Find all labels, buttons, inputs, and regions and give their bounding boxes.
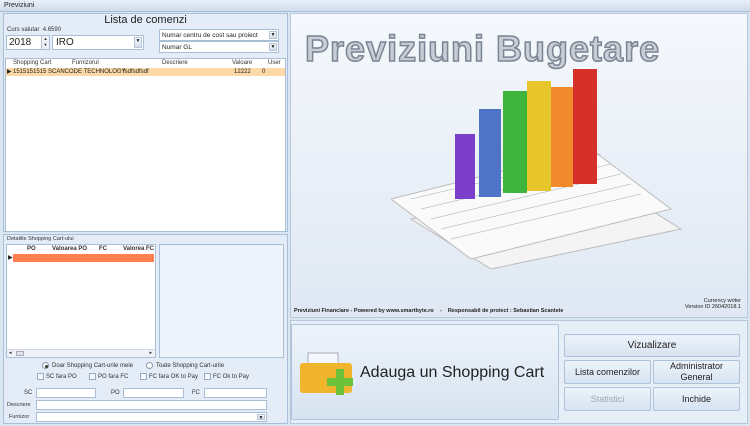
details-grid[interactable]: PO Valoarea PO FC Valorea FC ▶ ◂ ▸ — [6, 244, 156, 358]
bar-chart-illustration — [391, 69, 683, 269]
banner-area: Previziuni Bugetare Previziuni Financiar… — [290, 13, 748, 318]
vizualizare-button[interactable]: Vizualizare — [564, 334, 740, 357]
checkbox-label: PO fara FC — [98, 374, 129, 381]
col-furnizorul[interactable]: Furnizorul — [72, 60, 99, 66]
sc-label: SC — [24, 390, 33, 396]
chevron-down-icon[interactable]: ▼ — [134, 37, 142, 48]
col-valoare[interactable]: Valoare — [232, 60, 253, 66]
cost-center-value: Numar centru de cost sau proiect — [162, 32, 258, 39]
details-group: Detaliile Shopping Cart-ului PO Valoarea… — [3, 234, 288, 424]
checkbox-label: FC fara OK to Pay — [149, 374, 199, 381]
col-user[interactable]: User — [268, 60, 281, 66]
cell-furnizor: SCANCODE TECHNOLOGY — [48, 69, 126, 75]
currency-value: 4.6590 — [42, 27, 62, 33]
chevron-down-icon[interactable]: ▼ — [269, 43, 277, 51]
orders-panel: Lista de comenzi Curs valutar 4.6590 201… — [3, 13, 288, 232]
version-info: Currency writer Version ID 26042018.1 — [685, 298, 741, 310]
add-cart-label: Adauga un Shopping Cart — [360, 363, 545, 381]
horizontal-scrollbar[interactable]: ◂ ▸ — [7, 349, 155, 357]
chevron-down-icon[interactable]: ▼ — [269, 31, 277, 39]
company-value: IRO — [56, 37, 74, 48]
col-descriere[interactable]: Descriere — [162, 60, 188, 66]
row-pointer-icon: ▶ — [8, 255, 13, 261]
po-input[interactable] — [123, 388, 184, 398]
cell-valoare: 12222 — [234, 69, 251, 75]
radio-my-carts[interactable]: Doar Shopping Cart-urile mele — [42, 362, 133, 369]
checkbox-sc-fara-po[interactable]: SC fara PO — [37, 373, 77, 380]
stepper-arrows-icon[interactable]: ▲ ▼ — [41, 36, 49, 49]
details-preview-panel — [159, 244, 284, 358]
fc-input[interactable] — [204, 388, 267, 398]
checkbox-label: FC Ok to Pay — [213, 374, 250, 381]
scroll-thumb[interactable] — [16, 351, 24, 356]
gl-select[interactable]: Numar GL ▼ — [159, 41, 279, 53]
radio-checked-icon[interactable] — [42, 362, 49, 369]
add-shopping-cart-button[interactable]: Adauga un Shopping Cart — [291, 324, 559, 420]
currency-label: Curs valutar — [7, 27, 40, 33]
col-po[interactable]: PO — [27, 246, 36, 252]
company-select[interactable]: IRO ▼ — [52, 35, 144, 50]
po-label: PO — [111, 390, 120, 396]
administrator-general-button[interactable]: Administrator General — [653, 360, 740, 384]
row-pointer-icon: ▶ — [7, 69, 12, 75]
details-title: Detaliile Shopping Cart-ului — [7, 236, 74, 242]
checkbox-fc-fara-ok[interactable]: FC fara OK to Pay — [140, 373, 198, 380]
scroll-left-icon[interactable]: ◂ — [9, 350, 12, 356]
footer-credits: Previziuni Financiare - Powered by www.s… — [294, 308, 564, 314]
fc-label: FC — [192, 390, 200, 396]
statistici-button[interactable]: Statistici — [564, 387, 651, 411]
sc-input[interactable] — [36, 388, 96, 398]
orders-grid[interactable]: Shopping Cart Furnizorul Descriere Valoa… — [5, 58, 286, 232]
table-row[interactable] — [13, 254, 154, 262]
checkbox-fc-ok[interactable]: FC Ok to Pay — [204, 373, 249, 380]
page-title: Lista de comenzi — [104, 14, 187, 26]
banner-title: Previziuni Bugetare — [304, 27, 661, 70]
furnizor-select[interactable]: ▼ — [36, 412, 267, 422]
checkbox-icon[interactable] — [204, 373, 211, 380]
checkbox-icon[interactable] — [140, 373, 147, 380]
cost-center-select[interactable]: Numar centru de cost sau proiect ▼ — [159, 29, 279, 41]
year-value: 2018 — [9, 37, 32, 48]
col-valoarea-po[interactable]: Valoarea PO — [52, 246, 88, 252]
radio-unchecked-icon[interactable] — [146, 362, 153, 369]
descriere-label: Descriere — [7, 402, 31, 408]
col-shopping-cart[interactable]: Shopping Cart — [13, 60, 52, 66]
folder-add-icon — [300, 352, 353, 395]
title-bar: Previziuni — [0, 0, 750, 12]
checkbox-icon[interactable] — [89, 373, 96, 380]
radio-all-carts[interactable]: Toate Shopping Cart-urile — [146, 362, 224, 369]
version-id: Version ID 26042018.1 — [685, 304, 741, 310]
lista-comenzilor-button[interactable]: Lista comenzilor — [564, 360, 651, 384]
radio-my-carts-label: Doar Shopping Cart-urile mele — [52, 363, 134, 370]
checkbox-po-fara-fc[interactable]: PO fara FC — [89, 373, 128, 380]
currency-writer: Currency writer — [703, 298, 741, 304]
furnizor-label: Furnizor — [9, 414, 30, 420]
table-row[interactable]: ▶ 1515151515 SCANCODE TECHNOLOGY fsdfsdf… — [6, 68, 285, 76]
year-stepper[interactable]: 2018 ▲ ▼ — [6, 35, 50, 50]
checkbox-label: SC fara PO — [46, 374, 77, 381]
col-valorea-fc[interactable]: Valorea FC — [123, 246, 155, 252]
checkbox-icon[interactable] — [37, 373, 44, 380]
descriere-input[interactable] — [36, 400, 267, 410]
chevron-down-icon[interactable]: ▼ — [257, 414, 265, 421]
window-title: Previziuni — [4, 2, 35, 9]
gl-value: Numar GL — [162, 44, 192, 51]
col-fc[interactable]: FC — [99, 246, 107, 252]
radio-all-carts-label: Toate Shopping Cart-urile — [156, 363, 225, 370]
inchide-button[interactable]: Inchide — [653, 387, 740, 411]
cell-cart: 1515151515 — [13, 69, 47, 75]
cell-descriere: fsdfsdfsdf — [123, 69, 149, 75]
cell-user: 0 — [262, 69, 266, 75]
scroll-right-icon[interactable]: ▸ — [149, 350, 152, 356]
